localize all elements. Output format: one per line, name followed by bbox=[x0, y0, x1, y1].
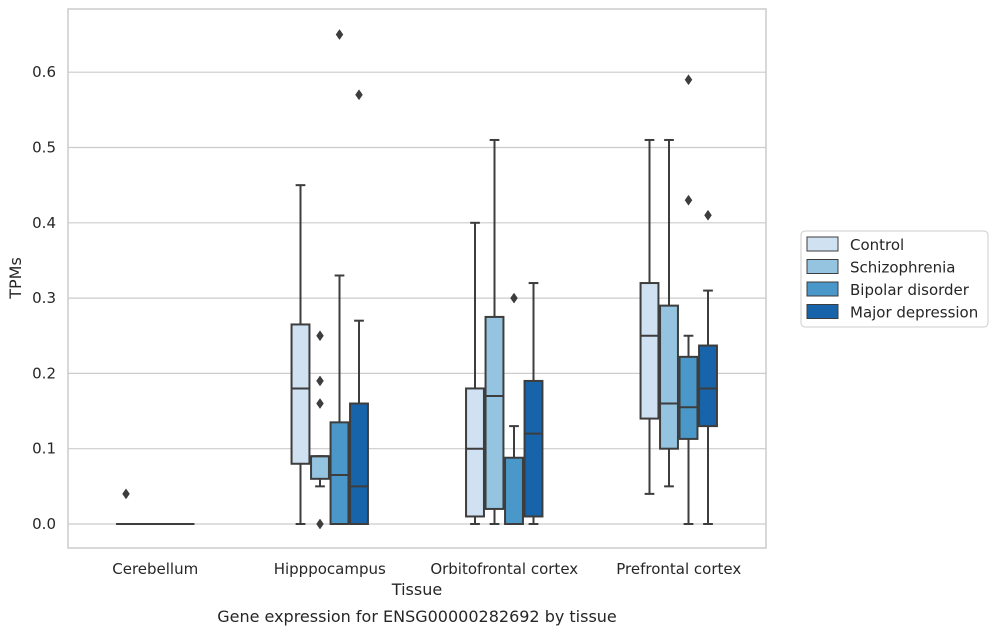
box-iqr bbox=[523, 379, 544, 518]
y-tick-label: 0.4 bbox=[32, 214, 56, 232]
box-schizophrenia bbox=[484, 138, 505, 525]
y-tick-label: 0.6 bbox=[32, 63, 56, 81]
y-tick-label: 0.1 bbox=[32, 440, 56, 458]
box-bipolar-disorder bbox=[329, 29, 350, 525]
legend: Control Schizophrenia Bipolar disorder Majo… bbox=[800, 230, 989, 328]
grid-lines bbox=[68, 71, 766, 525]
box-iqr bbox=[349, 402, 369, 525]
legend-label: Bipolar disorder bbox=[850, 281, 970, 299]
outlier-point bbox=[684, 194, 693, 206]
box-iqr bbox=[659, 304, 679, 450]
outlier-point bbox=[122, 488, 130, 500]
box-iqr bbox=[310, 455, 330, 480]
box-bipolar-disorder bbox=[678, 74, 699, 525]
box-plots bbox=[116, 29, 718, 530]
box-iqr bbox=[504, 456, 524, 525]
y-tick-label: 0.2 bbox=[32, 364, 56, 382]
y-tick-labels: 0.0 0.1 0.2 0.3 0.4 0.5 0.6 bbox=[32, 63, 56, 533]
legend-frame bbox=[800, 230, 989, 328]
box-iqr bbox=[698, 344, 718, 428]
legend-label: Major depression bbox=[850, 304, 978, 322]
y-axis-label: TPMs bbox=[6, 257, 25, 300]
outlier-point bbox=[316, 518, 324, 530]
plot-frame bbox=[67, 8, 767, 549]
outlier-point bbox=[510, 292, 518, 304]
x-tick-labels: Cerebellum Hipppocampus Orbitofrontal cort… bbox=[112, 560, 741, 578]
box-iqr bbox=[678, 355, 699, 440]
outlier-point bbox=[355, 89, 363, 101]
x-tick-label: Hipppocampus bbox=[274, 560, 386, 578]
box-bipolar-disorder bbox=[504, 292, 524, 525]
legend-swatch bbox=[806, 259, 839, 274]
outlier-point bbox=[316, 398, 324, 409]
box-iqr bbox=[484, 315, 505, 510]
box-control bbox=[290, 184, 311, 525]
box-schizophrenia bbox=[310, 330, 330, 530]
box-major-depression bbox=[698, 209, 718, 525]
outlier-point bbox=[316, 330, 324, 342]
outlier-point bbox=[316, 375, 324, 387]
x-axis-label: Tissue bbox=[391, 580, 442, 599]
box-control bbox=[639, 138, 660, 495]
x-tick-label: Cerebellum bbox=[112, 560, 198, 578]
box-iqr bbox=[639, 282, 660, 420]
box-major-depression bbox=[349, 89, 369, 525]
box-iqr bbox=[290, 323, 311, 465]
legend-swatch bbox=[806, 281, 839, 297]
box-major-depression bbox=[523, 282, 544, 525]
y-tick-label: 0.0 bbox=[32, 515, 56, 533]
y-tick-label: 0.3 bbox=[32, 289, 56, 307]
box-schizophrenia bbox=[659, 138, 679, 488]
legend-label: Schizophrenia bbox=[850, 259, 955, 277]
x-tick-label: Prefrontal cortex bbox=[616, 560, 741, 578]
box-iqr bbox=[465, 387, 485, 518]
box-iqr bbox=[329, 421, 350, 525]
outlier-point bbox=[335, 29, 344, 40]
chart-caption: Gene expression for ENSG00000282692 by t… bbox=[217, 607, 617, 626]
box-control bbox=[465, 221, 485, 525]
legend-swatch bbox=[806, 304, 839, 319]
box-control bbox=[116, 488, 136, 526]
legend-swatch bbox=[806, 236, 839, 252]
outlier-point bbox=[704, 209, 712, 221]
x-tick-label: Orbitofrontal cortex bbox=[430, 560, 578, 578]
y-tick-label: 0.5 bbox=[32, 139, 56, 157]
legend-label: Control bbox=[850, 236, 904, 254]
outlier-point bbox=[684, 74, 693, 86]
